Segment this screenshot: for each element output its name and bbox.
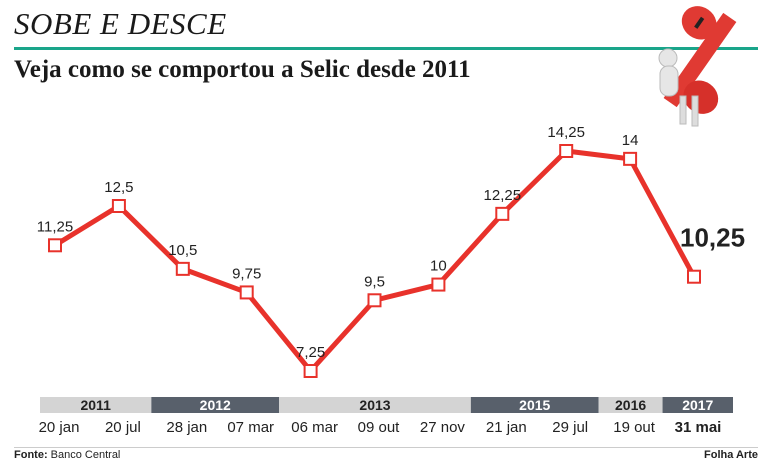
year-band-2016 xyxy=(598,397,663,413)
year-band-2017 xyxy=(662,397,733,413)
data-point xyxy=(687,269,701,284)
year-band-2013 xyxy=(279,397,471,413)
year-label: 2016 xyxy=(615,397,646,413)
data-point xyxy=(48,238,62,253)
percent-man-illustration xyxy=(658,6,737,127)
year-band-2012 xyxy=(151,397,280,413)
data-label: 7,25 xyxy=(296,344,325,361)
source: Fonte: Banco Central xyxy=(14,449,120,461)
data-point xyxy=(495,206,510,221)
data-point xyxy=(431,277,446,292)
title-rule xyxy=(14,47,758,50)
data-label: 9,75 xyxy=(232,265,261,282)
data-label: 10,5 xyxy=(168,242,197,259)
footer-rule xyxy=(14,447,758,448)
headline: SOBE E DESCE xyxy=(14,6,227,41)
year-label: 2012 xyxy=(200,397,231,413)
data-point xyxy=(303,364,318,378)
year-label: 2011 xyxy=(80,397,111,413)
data-point xyxy=(367,293,382,308)
source-name: Banco Central xyxy=(50,449,121,461)
data-label: 14 xyxy=(622,132,639,149)
source-label: Fonte: xyxy=(14,449,48,461)
credit: Folha Arte xyxy=(704,449,758,461)
data-label: 12,5 xyxy=(104,179,133,196)
data-point xyxy=(239,285,254,300)
data-label: 11,25 xyxy=(37,218,73,235)
x-tick-label: 28 jan xyxy=(166,419,207,436)
data-label: 14,25 xyxy=(547,124,585,141)
x-tick-label: 09 out xyxy=(358,419,401,436)
data-point xyxy=(559,144,574,158)
chart-title: Veja como se comportou a Selic desde 201… xyxy=(14,56,471,83)
x-tick-label: 21 jan xyxy=(486,419,527,436)
data-point xyxy=(623,151,638,166)
x-tick-label: 19 out xyxy=(613,419,656,436)
data-label: 9,5 xyxy=(364,273,385,290)
data-label: 10 xyxy=(430,258,447,275)
selic-line xyxy=(53,148,697,374)
year-label: 2017 xyxy=(682,397,713,413)
data-label: 12,25 xyxy=(484,187,522,204)
x-tick-label: 20 jan xyxy=(39,419,80,436)
data-point xyxy=(111,199,126,213)
data-label: 10,25 xyxy=(680,223,745,253)
year-band-2015 xyxy=(470,397,599,413)
data-point xyxy=(175,261,190,276)
x-tick-label: 20 jul xyxy=(105,419,141,436)
year-label: 2013 xyxy=(359,397,390,413)
year-label: 2015 xyxy=(519,397,550,413)
x-tick-label: 06 mar xyxy=(291,419,338,436)
x-tick-label: 29 jul xyxy=(552,419,588,436)
x-tick-label: 31 mai xyxy=(675,419,722,436)
x-tick-label: 27 nov xyxy=(420,419,466,436)
x-tick-label: 07 mar xyxy=(227,419,274,436)
year-band-2011 xyxy=(40,397,152,413)
